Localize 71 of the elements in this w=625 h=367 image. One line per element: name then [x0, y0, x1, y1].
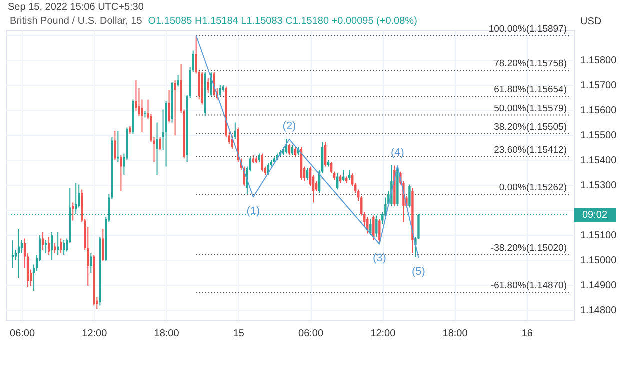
x-tick-label: 12:00 [370, 328, 396, 340]
candlestick [219, 84, 222, 97]
x-tick-label: 16 [522, 328, 534, 340]
candlestick [177, 74, 180, 88]
annotation: (1) [246, 205, 260, 218]
candlestick [12, 240, 14, 268]
candlestick [44, 240, 48, 254]
candlestick [156, 122, 158, 176]
x-tick-label: 15 [233, 328, 245, 340]
candlestick [168, 90, 170, 124]
candlestick [50, 232, 54, 260]
annotation: (2) [282, 120, 296, 132]
x-tick-label: 18:00 [154, 328, 180, 340]
candlestick [285, 138, 288, 154]
candlestick [348, 170, 351, 180]
y-tick-label: 1.15800 [580, 56, 618, 66]
candlestick [288, 144, 291, 156]
candlestick [62, 240, 66, 256]
x-tick-label: 06:00 [298, 328, 324, 340]
annotation: (4) [390, 147, 404, 159]
text: 09:02 [582, 210, 608, 221]
candlestick [120, 155, 122, 192]
ref-line-label: 38.20%(1.15505) [494, 122, 567, 133]
candlestick [378, 218, 381, 245]
candlestick [159, 137, 162, 151]
y-tick-label: 1.15100 [580, 230, 618, 242]
candlestick [42, 232, 44, 250]
candlestick [291, 145, 294, 156]
chart-title: British Pound / U.S. Dollar, 15 [10, 16, 142, 27]
candlestick [376, 215, 378, 238]
x-tick-label: 12:00 [82, 328, 108, 340]
candlestick [102, 228, 104, 262]
y-tick-label: 1.15300 [580, 180, 618, 192]
candlestick [48, 236, 50, 256]
candlestick [114, 130, 116, 161]
ref-line-label: 100.00%(1.15897) [488, 24, 567, 35]
candlestick [315, 181, 318, 192]
ref-line-label: 61.80%(1.15654) [494, 84, 567, 96]
text: Sep 15, 2022 15:06 UTC+5:30 [8, 2, 144, 13]
y-axis-title: USD [580, 16, 602, 28]
ref-line-label: -61.80%(1.14870) [490, 280, 567, 292]
annotation: (3) [372, 252, 386, 264]
ref-line-label: -38.20%(1.15020) [490, 243, 567, 254]
y-tick-label: 1.15400 [580, 156, 618, 166]
y-tick-label: 1.15600 [580, 106, 618, 116]
y-tick-label: 1.15700 [580, 80, 618, 92]
x-tick-label: 06:00 [10, 328, 36, 340]
candlestick [234, 122, 236, 140]
y-tick-label: 1.14800 [580, 306, 618, 316]
x-tick-label: 18:00 [442, 328, 468, 340]
ref-line-label: 50.00%(1.15579) [494, 103, 567, 114]
y-tick-label: 1.14900 [580, 280, 618, 292]
candlestick [72, 202, 74, 222]
candlestick [60, 238, 62, 254]
ref-line-label: 23.60%(1.15412) [494, 145, 567, 156]
candlestick [117, 130, 120, 162]
ref-line-label: 0.00%(1.15262) [499, 182, 567, 194]
candlestick [75, 182, 78, 215]
annotation: (5) [412, 266, 426, 278]
candlestick [294, 146, 297, 158]
chart-subtitle: O1.15085 H1.15184 L1.15083 C1.15180 +0.00095 (+0.08%) [148, 16, 418, 27]
candlestick [261, 153, 264, 172]
candlestick [324, 142, 327, 168]
ref-line-label: 78.20%(1.15758) [494, 58, 567, 70]
y-tick-label: 1.15000 [580, 256, 618, 266]
candlestick [207, 78, 210, 94]
candlestick [408, 184, 411, 208]
candlestick [174, 80, 176, 136]
y-tick-label: 1.15500 [580, 130, 618, 142]
candlestick [330, 162, 333, 174]
candlestick [306, 168, 309, 180]
